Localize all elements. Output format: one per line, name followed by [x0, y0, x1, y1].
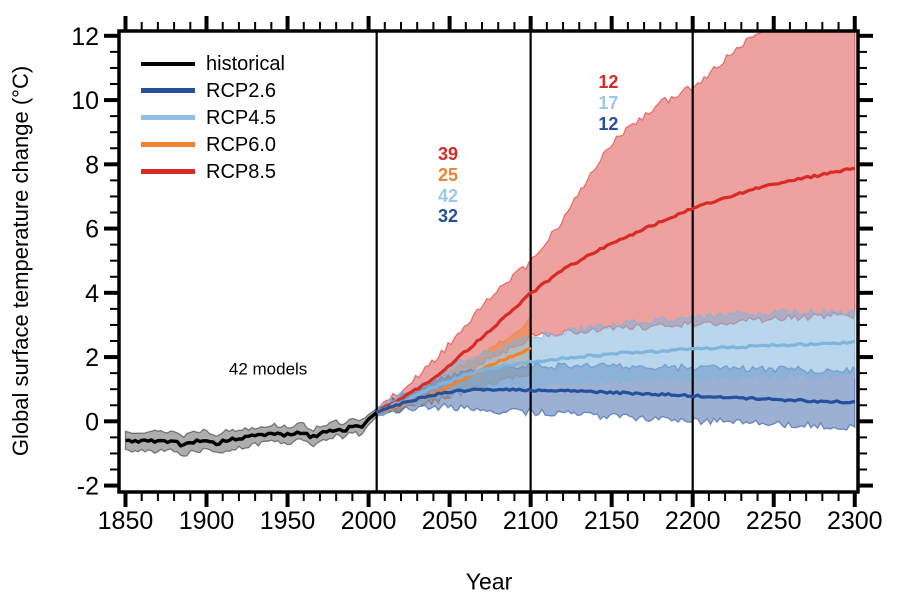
svg-text:1950: 1950 [260, 507, 316, 535]
model-count-RCP8.5-0: 39 [437, 144, 458, 165]
legend-item-rcp60: RCP6.0 [141, 131, 285, 158]
reference-lines [375, 31, 694, 492]
svg-text:1850: 1850 [98, 507, 154, 535]
svg-text:4: 4 [85, 280, 99, 308]
legend-swatch-rcp85 [141, 169, 195, 174]
line-RCP2.6 [376, 387, 856, 414]
axis-ticks [104, 16, 873, 507]
svg-text:2000: 2000 [341, 507, 397, 535]
svg-text:10: 10 [71, 87, 99, 115]
legend-swatch-rcp26 [141, 88, 195, 93]
model-count-RCP4.5-0: 42 [437, 185, 458, 206]
legend-item-rcp26: RCP2.6 [141, 77, 285, 104]
model-count-RCP2.6-0: 32 [437, 205, 458, 226]
legend-label-rcp60: RCP6.0 [206, 133, 277, 156]
legend-label-rcp85: RCP8.5 [206, 160, 277, 183]
svg-text:2200: 2200 [665, 507, 721, 535]
models-note: 42 models [228, 359, 308, 379]
legend-item-rcp45: RCP4.5 [141, 104, 285, 131]
svg-text:2100: 2100 [503, 507, 559, 535]
legend-swatch-rcp45 [141, 115, 195, 120]
legend-item-historical: historical [141, 50, 285, 77]
line-RCP4.5 [375, 339, 856, 414]
series-lines [125, 166, 856, 448]
line-RCP8.5 [375, 166, 856, 414]
band-historical [124, 407, 378, 457]
svg-text:0: 0 [85, 408, 99, 436]
x-tick-labels: 1850 1900 1950 2000 2050 2100 2150 2200 2250 2300 [98, 507, 883, 535]
svg-text:2050: 2050 [422, 507, 478, 535]
model-count-RCP4.5-1: 17 [598, 93, 619, 114]
y-axis-title: Global surface temperature change (°C) [8, 65, 33, 457]
band-RCP4.5 [376, 307, 856, 418]
model-count-RCP2.6-1: 12 [598, 113, 619, 134]
legend-item-rcp85: RCP8.5 [141, 158, 285, 185]
model-count-RCP6.0-0: 25 [437, 164, 458, 185]
svg-text:1900: 1900 [179, 507, 235, 535]
legend-label-historical: historical [206, 52, 285, 75]
svg-text:2: 2 [85, 344, 99, 372]
plot-frame [117, 29, 860, 494]
svg-text:-2: -2 [77, 473, 99, 501]
svg-text:2300: 2300 [827, 507, 883, 535]
svg-text:12: 12 [71, 23, 99, 51]
legend-swatch-rcp60 [141, 142, 195, 147]
legend: historical RCP2.6 RCP4.5 RCP6.0 RCP8.5 [141, 50, 285, 185]
x-axis-title: Year [465, 568, 513, 595]
model-count-RCP8.5-1: 12 [598, 72, 619, 93]
legend-label-rcp45: RCP4.5 [206, 106, 277, 129]
legend-swatch-historical [141, 61, 195, 66]
svg-text:2150: 2150 [584, 507, 640, 535]
y-tick-labels: -2 0 2 4 6 8 10 12 [71, 23, 99, 501]
line-historical [125, 410, 378, 448]
svg-text:6: 6 [85, 216, 99, 244]
svg-text:2250: 2250 [746, 507, 802, 535]
legend-label-rcp26: RCP2.6 [206, 79, 277, 102]
svg-text:8: 8 [85, 151, 99, 179]
